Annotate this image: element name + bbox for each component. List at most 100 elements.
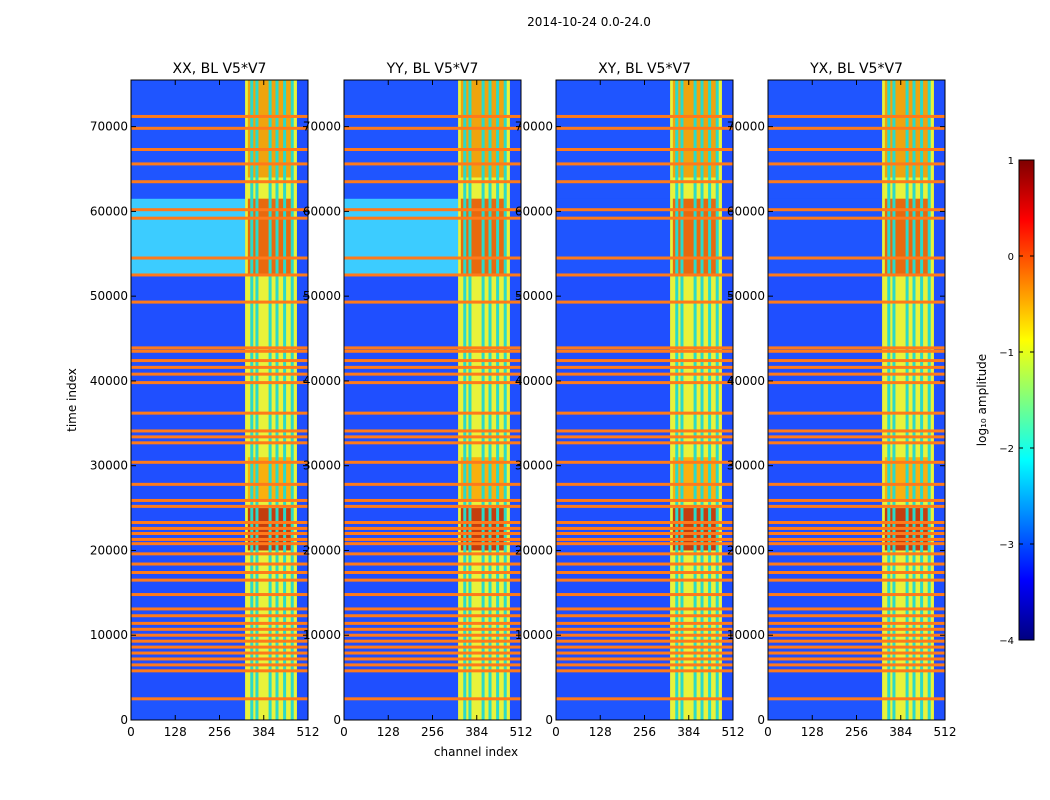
channel-stripe bbox=[488, 80, 492, 720]
flagged-row bbox=[344, 578, 521, 582]
flagged-row bbox=[768, 621, 945, 625]
flagged-row bbox=[556, 532, 733, 536]
x-tick-label: 256 bbox=[208, 725, 231, 739]
flagged-row bbox=[344, 349, 521, 353]
flagged-row bbox=[768, 300, 945, 304]
x-tick-label: 0 bbox=[552, 725, 560, 739]
flagged-row bbox=[768, 537, 945, 541]
flagged-row bbox=[344, 372, 521, 376]
y-tick-label: 20000 bbox=[90, 543, 128, 557]
x-tick-label: 384 bbox=[252, 725, 275, 739]
flagged-row bbox=[768, 607, 945, 611]
flagged-row bbox=[131, 435, 308, 439]
flagged-row bbox=[344, 633, 521, 637]
x-tick-label: 256 bbox=[421, 725, 444, 739]
channel-stripe bbox=[715, 80, 719, 720]
flagged-row bbox=[131, 441, 308, 445]
flagged-row bbox=[556, 381, 733, 385]
x-tick-label: 512 bbox=[297, 725, 320, 739]
flagged-row bbox=[344, 256, 521, 260]
flagged-row bbox=[131, 657, 308, 661]
flagged-row bbox=[131, 607, 308, 611]
y-tick-label: 60000 bbox=[515, 204, 553, 218]
x-tick-label: 512 bbox=[510, 725, 533, 739]
flagged-row bbox=[556, 621, 733, 625]
heatmap-panel: YY, BL V5*V7 0 128 256 384 512 0 10000 20000 3000… bbox=[303, 61, 533, 739]
channel-stripe bbox=[912, 80, 916, 720]
colorbar-tick-label: −2 bbox=[999, 444, 1014, 455]
flagged-row bbox=[768, 273, 945, 277]
flagged-row bbox=[556, 645, 733, 649]
flagged-row bbox=[131, 621, 308, 625]
flagged-row bbox=[556, 498, 733, 502]
x-tick-label: 256 bbox=[845, 725, 868, 739]
flagged-row bbox=[344, 498, 521, 502]
heatmap-region bbox=[131, 698, 246, 720]
flagged-row bbox=[556, 504, 733, 508]
flagged-row bbox=[556, 435, 733, 439]
flagged-row bbox=[768, 256, 945, 260]
y-tick-label: 70000 bbox=[727, 120, 765, 134]
y-tick-label: 50000 bbox=[727, 289, 765, 303]
flagged-row bbox=[131, 216, 308, 220]
x-tick-label: 384 bbox=[465, 725, 488, 739]
panel-title: XY, BL V5*V7 bbox=[598, 61, 691, 77]
x-tick-label: 256 bbox=[633, 725, 656, 739]
flagged-row bbox=[131, 365, 308, 369]
channel-stripe bbox=[275, 80, 279, 720]
flagged-row bbox=[556, 208, 733, 212]
y-tick-label: 70000 bbox=[515, 120, 553, 134]
flagged-row bbox=[344, 273, 521, 277]
flagged-row bbox=[131, 697, 308, 701]
x-tick-label: 128 bbox=[164, 725, 187, 739]
flagged-row bbox=[344, 639, 521, 643]
flagged-row bbox=[131, 520, 308, 524]
channel-stripe bbox=[463, 80, 467, 720]
flagged-row bbox=[344, 651, 521, 655]
flagged-row bbox=[768, 593, 945, 597]
channel-stripe bbox=[892, 80, 896, 720]
x-tick-label: 512 bbox=[934, 725, 957, 739]
flagged-row bbox=[344, 621, 521, 625]
y-tick-label: 10000 bbox=[90, 628, 128, 642]
flagged-row bbox=[131, 532, 308, 536]
channel-stripe bbox=[468, 80, 472, 720]
heatmap-panel: XX, BL V5*V7 0 128 256 384 512 0 10000 20000 3000… bbox=[90, 61, 320, 739]
flagged-row bbox=[556, 542, 733, 546]
flagged-row bbox=[556, 614, 733, 618]
flagged-row bbox=[768, 633, 945, 637]
flagged-row bbox=[344, 532, 521, 536]
flagged-row bbox=[768, 552, 945, 556]
flagged-row bbox=[556, 657, 733, 661]
flagged-row bbox=[344, 614, 521, 618]
flagged-row bbox=[768, 359, 945, 363]
x-tick-label: 128 bbox=[377, 725, 400, 739]
flagged-row bbox=[344, 669, 521, 673]
colorbar-gradient bbox=[1018, 159, 1035, 641]
flagged-row bbox=[556, 663, 733, 667]
channel-stripe bbox=[255, 80, 259, 720]
y-tick-label: 70000 bbox=[90, 120, 128, 134]
flagged-row bbox=[556, 460, 733, 464]
flagged-row bbox=[131, 256, 308, 260]
flagged-row bbox=[131, 571, 308, 575]
heatmap-panel: YX, BL V5*V7 0 128 256 384 512 0 10000 20000 3000… bbox=[727, 61, 957, 739]
flagged-row bbox=[344, 359, 521, 363]
colorbar-label: log₁₀ amplitude bbox=[975, 354, 989, 446]
flagged-row bbox=[768, 663, 945, 667]
flagged-row bbox=[131, 537, 308, 541]
flagged-row bbox=[556, 578, 733, 582]
flagged-row bbox=[556, 359, 733, 363]
flagged-row bbox=[344, 441, 521, 445]
channel-stripe bbox=[680, 80, 684, 720]
heatmap-region bbox=[556, 698, 671, 720]
y-tick-label: 20000 bbox=[515, 543, 553, 557]
flagged-row bbox=[131, 372, 308, 376]
x-tick-label: 0 bbox=[340, 725, 348, 739]
y-tick-label: 50000 bbox=[90, 289, 128, 303]
x-tick-label: 384 bbox=[677, 725, 700, 739]
y-tick-label: 50000 bbox=[303, 289, 341, 303]
flagged-row bbox=[131, 180, 308, 184]
flagged-row bbox=[556, 346, 733, 350]
flagged-row bbox=[768, 562, 945, 566]
